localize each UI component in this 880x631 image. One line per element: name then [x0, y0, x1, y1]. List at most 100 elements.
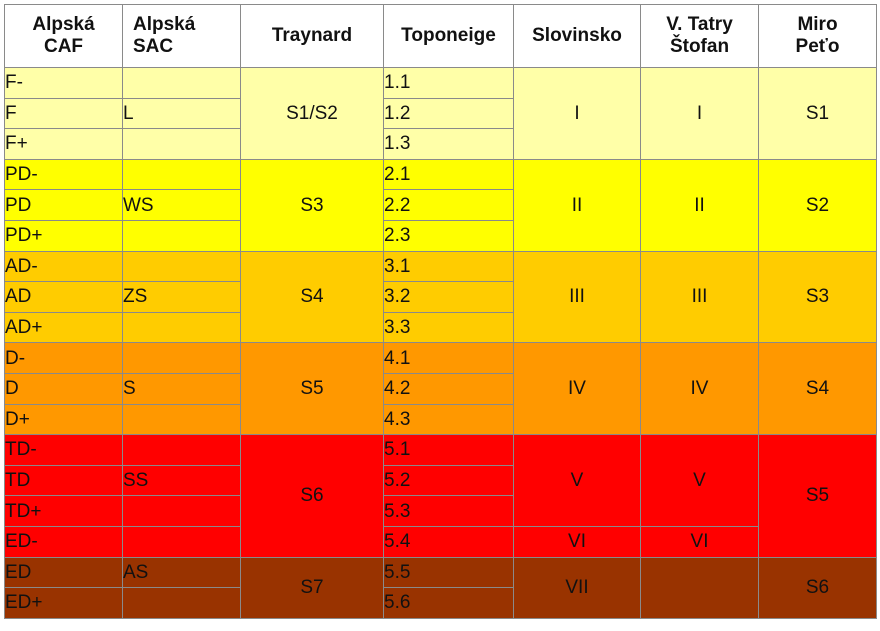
slovinsko-cell: V — [513, 434, 641, 527]
sac-cell: L — [122, 97, 241, 130]
table-row: F+ 1.3 — [4, 128, 877, 160]
caf-cell: PD+ — [4, 219, 123, 252]
table-row: D S 4.2 — [4, 372, 877, 405]
toponeige-cell: 5.6 — [383, 587, 514, 619]
sac-cell — [122, 158, 241, 191]
slovinsko-cell: II — [513, 158, 641, 252]
tatry-cell — [640, 556, 759, 619]
caf-cell: AD- — [4, 250, 123, 283]
caf-cell: F- — [4, 67, 123, 99]
traynard-cell: S1/S2 — [240, 67, 384, 160]
toponeige-cell: 3.3 — [383, 311, 514, 344]
sac-cell — [122, 587, 241, 619]
table-row: F- S1/S2 1.1 I I S1 — [4, 67, 877, 160]
sac-cell — [122, 434, 241, 466]
sac-cell — [122, 67, 241, 99]
sac-cell — [122, 403, 241, 436]
table-row: AD+ 3.3 — [4, 311, 877, 344]
caf-cell: ED+ — [4, 587, 123, 619]
table-row: D- S5 4.1 IV IV S4 — [4, 342, 877, 436]
header-tatry: V. Tatry Štofan — [640, 4, 759, 68]
difficulty-grades-table: Alpská CAF Alpská SAC Traynard Toponeige S… — [4, 4, 877, 619]
tatry-cell: III — [640, 250, 759, 344]
toponeige-cell: 1.2 — [383, 97, 514, 130]
table-row: PD WS 2.2 — [4, 189, 877, 221]
traynard-cell: S7 — [240, 556, 384, 619]
toponeige-cell: 1.3 — [383, 128, 514, 160]
tatry-cell: V — [640, 434, 759, 527]
caf-cell: PD — [4, 189, 123, 221]
table-row: TD- S6 5.1 V V S5 — [4, 434, 877, 558]
table-row: AD- S4 3.1 III III S3 — [4, 250, 877, 344]
slovinsko-cell: VI — [513, 525, 641, 558]
table-row: TD SS 5.2 — [4, 464, 877, 497]
sac-cell: WS — [122, 189, 241, 221]
caf-cell: TD — [4, 464, 123, 497]
toponeige-cell: 5.4 — [383, 525, 514, 558]
toponeige-cell: 2.3 — [383, 219, 514, 252]
toponeige-cell: 1.1 — [383, 67, 514, 99]
miro-cell: S5 — [758, 434, 877, 558]
table-row: PD- S3 2.1 II II S2 — [4, 158, 877, 252]
toponeige-cell: 5.1 — [383, 434, 514, 466]
table-row: ED AS S7 5.5 VII S6 — [4, 556, 877, 619]
toponeige-cell: 5.5 — [383, 556, 514, 589]
sac-cell — [122, 128, 241, 160]
miro-cell: S1 — [758, 67, 877, 160]
header-traynard: Traynard — [240, 4, 384, 68]
toponeige-cell: 4.2 — [383, 372, 514, 405]
tatry-cell: I — [640, 67, 759, 160]
caf-cell: ED- — [4, 525, 123, 558]
caf-cell: D- — [4, 342, 123, 374]
caf-cell: D — [4, 372, 123, 405]
caf-cell: AD+ — [4, 311, 123, 344]
toponeige-cell: 4.1 — [383, 342, 514, 374]
sac-cell: S — [122, 372, 241, 405]
tatry-cell: IV — [640, 342, 759, 436]
traynard-cell: S6 — [240, 434, 384, 558]
table-row: PD+ 2.3 — [4, 219, 877, 252]
toponeige-cell: 4.3 — [383, 403, 514, 436]
caf-cell: AD — [4, 281, 123, 313]
table-row: ED+ 5.6 — [4, 587, 877, 619]
sac-cell: AS — [122, 556, 241, 589]
table-row: TD+ 5.3 — [4, 495, 877, 527]
toponeige-cell: 5.3 — [383, 495, 514, 527]
miro-cell: S6 — [758, 556, 877, 619]
toponeige-cell: 5.2 — [383, 464, 514, 497]
caf-cell: D+ — [4, 403, 123, 436]
header-miro: Miro Peťo — [758, 4, 877, 68]
sac-cell: ZS — [122, 281, 241, 313]
sac-cell — [122, 342, 241, 374]
header-slovinsko: Slovinsko — [513, 4, 641, 68]
miro-cell: S3 — [758, 250, 877, 344]
caf-cell: TD+ — [4, 495, 123, 527]
sac-cell: SS — [122, 464, 241, 497]
slovinsko-cell: III — [513, 250, 641, 344]
header-row: Alpská CAF Alpská SAC Traynard Toponeige S… — [4, 4, 877, 68]
caf-cell: F — [4, 97, 123, 130]
toponeige-cell: 3.2 — [383, 281, 514, 313]
sac-cell — [122, 250, 241, 283]
miro-cell: S4 — [758, 342, 877, 436]
slovinsko-cell: IV — [513, 342, 641, 436]
slovinsko-cell: I — [513, 67, 641, 160]
slovinsko-cell: VII — [513, 556, 641, 619]
toponeige-cell: 2.2 — [383, 189, 514, 221]
tatry-cell: VI — [640, 525, 759, 558]
header-sac: Alpská SAC — [122, 4, 241, 68]
toponeige-cell: 3.1 — [383, 250, 514, 283]
table-row: ED- 5.4 VI VI — [4, 525, 877, 558]
toponeige-cell: 2.1 — [383, 158, 514, 191]
caf-cell: ED — [4, 556, 123, 589]
caf-cell: F+ — [4, 128, 123, 160]
traynard-cell: S4 — [240, 250, 384, 344]
table-row: F L 1.2 — [4, 97, 877, 130]
header-caf: Alpská CAF — [4, 4, 123, 68]
miro-cell: S2 — [758, 158, 877, 252]
table-row: D+ 4.3 — [4, 403, 877, 436]
table-row: AD ZS 3.2 — [4, 281, 877, 313]
tatry-cell: II — [640, 158, 759, 252]
sac-cell — [122, 525, 241, 558]
sac-cell — [122, 495, 241, 527]
